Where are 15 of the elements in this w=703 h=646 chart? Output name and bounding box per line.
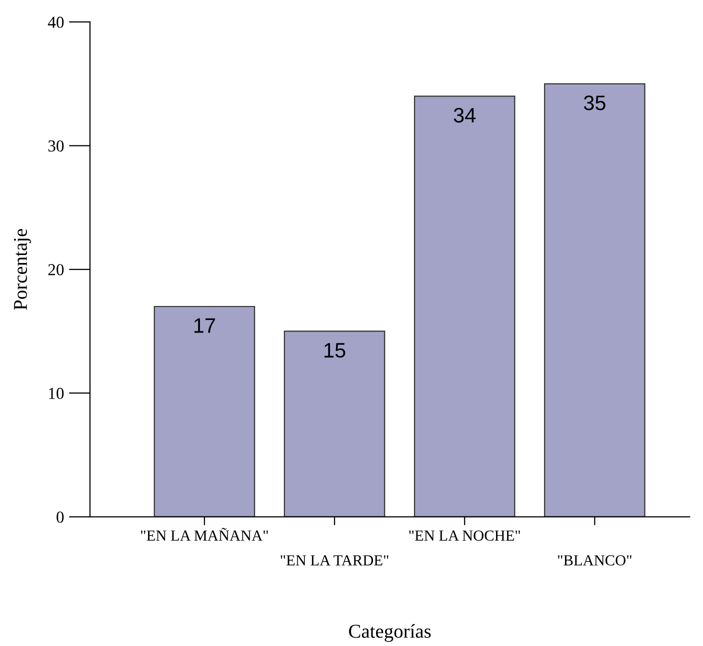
y-tick-label: 30 [48, 140, 64, 152]
data-label: 15 [324, 343, 346, 358]
x-tick-label: "EN LA TARDE" [280, 555, 388, 566]
data-label: 17 [194, 318, 215, 333]
y-tick-label: 10 [49, 388, 64, 400]
data-label: 35 [584, 96, 606, 110]
x-axis-title: Categorías [349, 624, 431, 642]
x-tick-label: "EN LA NOCHE" [409, 530, 520, 541]
x-tick-label: "BLANCO" [558, 555, 632, 566]
x-tick-label: "EN LA MAÑANA" [141, 528, 268, 541]
y-tick-label: 0 [56, 512, 64, 523]
data-label: 34 [454, 108, 476, 123]
y-tick-label: 40 [48, 16, 64, 28]
y-axis-title: Porcentaje [14, 229, 31, 310]
y-tick-label: 20 [48, 264, 64, 276]
